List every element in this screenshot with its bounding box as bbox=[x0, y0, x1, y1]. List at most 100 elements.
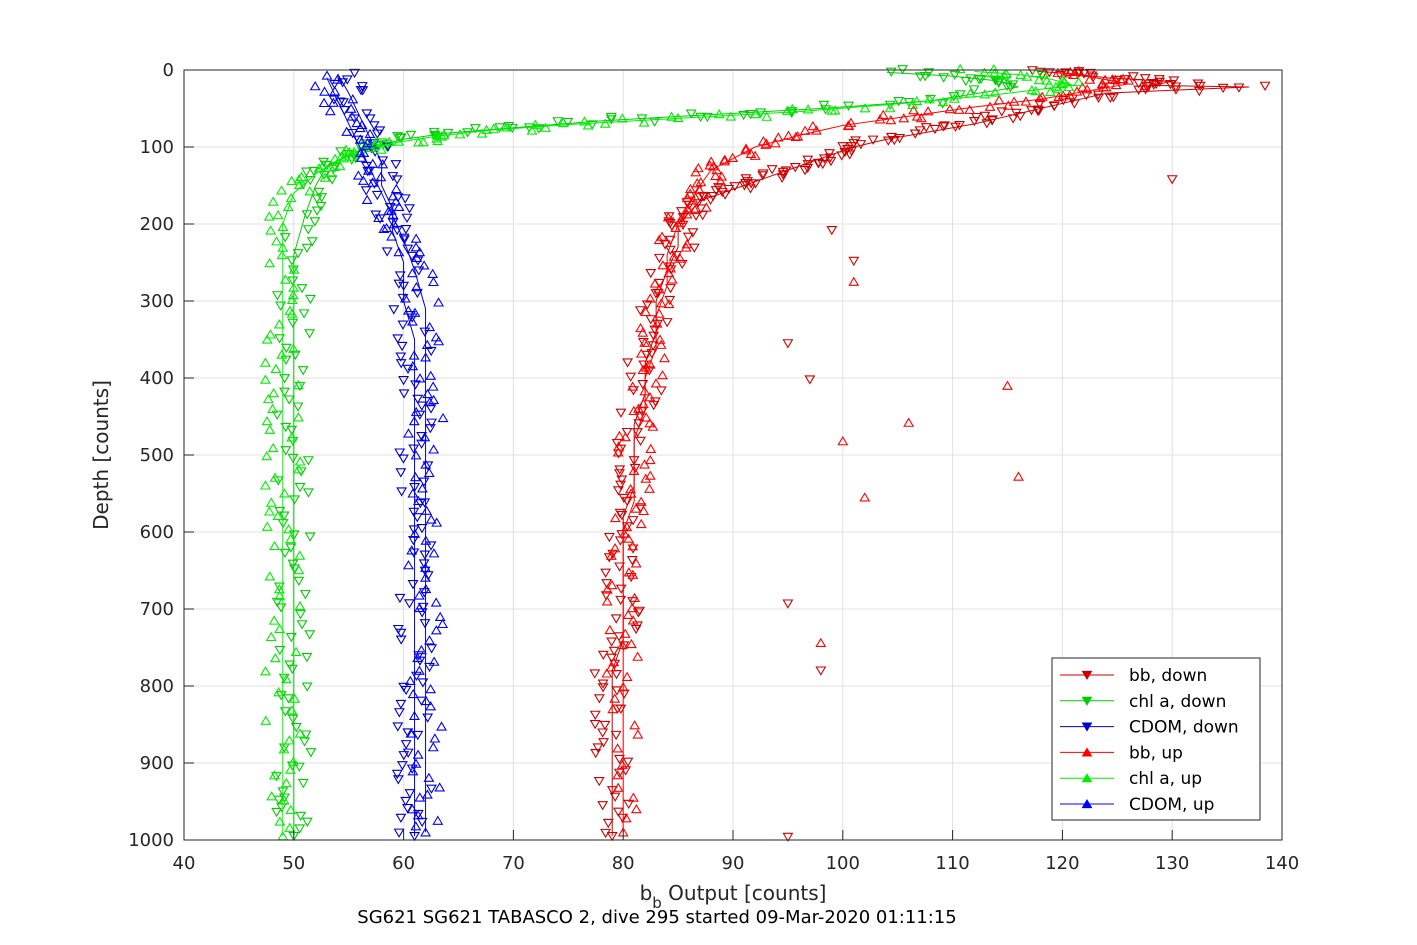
data-point bbox=[621, 521, 633, 532]
data-point bbox=[621, 427, 633, 438]
data-point bbox=[601, 579, 613, 589]
y-tick-label: 900 bbox=[140, 753, 174, 774]
data-point bbox=[792, 131, 804, 141]
data-point bbox=[292, 402, 304, 412]
data-point bbox=[259, 480, 271, 490]
data-point bbox=[393, 708, 405, 718]
data-point bbox=[404, 675, 416, 686]
data-point bbox=[1084, 74, 1096, 84]
data-point bbox=[263, 211, 275, 221]
data-point bbox=[302, 456, 314, 466]
data-point bbox=[740, 145, 752, 155]
data-point bbox=[304, 630, 316, 640]
data-point bbox=[313, 163, 325, 173]
data-point bbox=[628, 405, 640, 416]
data-point bbox=[627, 615, 639, 625]
data-point bbox=[826, 105, 838, 115]
data-point bbox=[411, 288, 423, 299]
data-point bbox=[284, 822, 296, 832]
data-point bbox=[410, 821, 422, 831]
data-point bbox=[846, 142, 858, 152]
outlier-point bbox=[1013, 471, 1024, 481]
data-point bbox=[964, 88, 976, 98]
data-point bbox=[394, 448, 406, 458]
data-point bbox=[841, 144, 853, 155]
data-point bbox=[990, 75, 1002, 85]
data-point bbox=[1081, 84, 1093, 94]
data-point bbox=[304, 329, 316, 339]
data-point bbox=[414, 792, 426, 802]
data-point bbox=[641, 300, 653, 310]
data-point bbox=[874, 114, 886, 124]
data-point bbox=[286, 175, 298, 186]
data-point bbox=[634, 306, 646, 316]
data-point bbox=[1170, 82, 1182, 92]
data-point bbox=[589, 710, 601, 720]
x-axis-label-base: b bbox=[640, 881, 653, 905]
data-point bbox=[317, 160, 329, 170]
data-point bbox=[301, 243, 313, 254]
data-point bbox=[260, 374, 271, 384]
data-point bbox=[434, 782, 446, 792]
data-point bbox=[414, 410, 426, 420]
data-point bbox=[425, 701, 437, 711]
data-point bbox=[413, 590, 425, 600]
x-tick-label: 40 bbox=[173, 853, 196, 874]
data-point bbox=[681, 239, 693, 249]
data-point bbox=[430, 597, 442, 607]
legend-label: bb, down bbox=[1129, 666, 1207, 686]
data-point bbox=[1127, 72, 1139, 82]
legend-label: CDOM, up bbox=[1129, 795, 1214, 815]
data-point bbox=[993, 78, 1005, 88]
data-point bbox=[264, 424, 276, 434]
data-point bbox=[286, 664, 298, 675]
data-point bbox=[402, 728, 414, 738]
data-point bbox=[454, 129, 466, 139]
data-point bbox=[653, 308, 665, 318]
data-point bbox=[407, 488, 419, 498]
data-point bbox=[968, 116, 980, 127]
data-point bbox=[1043, 79, 1055, 89]
legend-label: bb, up bbox=[1129, 743, 1183, 763]
data-point bbox=[427, 268, 439, 278]
data-point bbox=[420, 535, 432, 545]
data-point bbox=[637, 327, 649, 337]
outlier-point bbox=[1002, 380, 1013, 390]
data-point bbox=[605, 550, 617, 560]
data-point bbox=[328, 97, 339, 107]
data-point bbox=[267, 442, 279, 453]
data-point bbox=[1050, 81, 1062, 91]
data-point bbox=[1007, 80, 1019, 90]
data-point bbox=[727, 152, 739, 163]
data-point bbox=[965, 74, 977, 84]
data-point bbox=[329, 153, 341, 163]
data-point bbox=[276, 349, 288, 359]
data-point bbox=[1068, 99, 1080, 109]
data-point bbox=[265, 631, 277, 642]
data-point bbox=[953, 104, 965, 114]
data-point bbox=[361, 194, 373, 205]
data-point bbox=[287, 756, 299, 766]
data-point bbox=[867, 135, 879, 145]
data-point bbox=[649, 278, 661, 288]
data-point bbox=[1064, 89, 1076, 100]
data-point bbox=[503, 122, 515, 132]
data-point bbox=[383, 136, 395, 146]
data-point bbox=[408, 507, 420, 518]
data-point bbox=[299, 737, 311, 747]
series-line bbox=[622, 72, 1129, 833]
data-point bbox=[760, 139, 772, 149]
x-tick-label: 100 bbox=[826, 853, 860, 874]
data-point bbox=[627, 541, 639, 551]
data-point bbox=[623, 533, 634, 543]
data-point bbox=[609, 792, 621, 802]
data-point bbox=[286, 425, 298, 436]
data-point bbox=[632, 651, 644, 661]
data-point bbox=[416, 431, 428, 442]
data-point bbox=[1007, 114, 1019, 124]
data-point bbox=[351, 117, 363, 128]
data-point bbox=[632, 403, 644, 413]
data-point bbox=[1107, 93, 1119, 103]
legend[interactable]: bb, down chl a, down CDOM, down bb, up chl a… bbox=[1051, 657, 1261, 821]
data-point bbox=[403, 560, 414, 570]
